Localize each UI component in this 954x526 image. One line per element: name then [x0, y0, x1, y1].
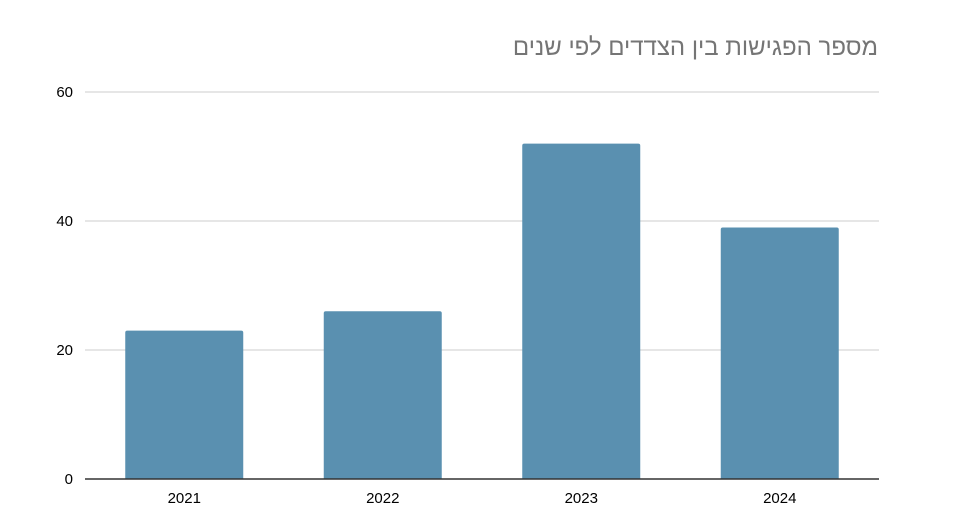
x-tick-label: 2024 [763, 490, 796, 507]
y-tick-label: 0 [65, 471, 73, 488]
y-tick-label: 20 [56, 342, 73, 359]
x-tick-label: 2023 [565, 490, 598, 507]
bars [125, 143, 839, 479]
tick-labels: 0 20 40 60 2021 2022 2023 2024 [56, 84, 796, 507]
x-tick-label: 2022 [366, 490, 399, 507]
bar-2023 [522, 143, 641, 479]
bar-2022 [323, 311, 442, 479]
chart-title: מספר הפגישות בין הצדדים לפי שנים [512, 34, 878, 61]
y-tick-label: 60 [56, 84, 73, 101]
bar-2021 [125, 330, 244, 479]
bar-2024 [720, 227, 839, 479]
y-tick-label: 40 [56, 213, 73, 230]
x-tick-label: 2021 [168, 490, 201, 507]
